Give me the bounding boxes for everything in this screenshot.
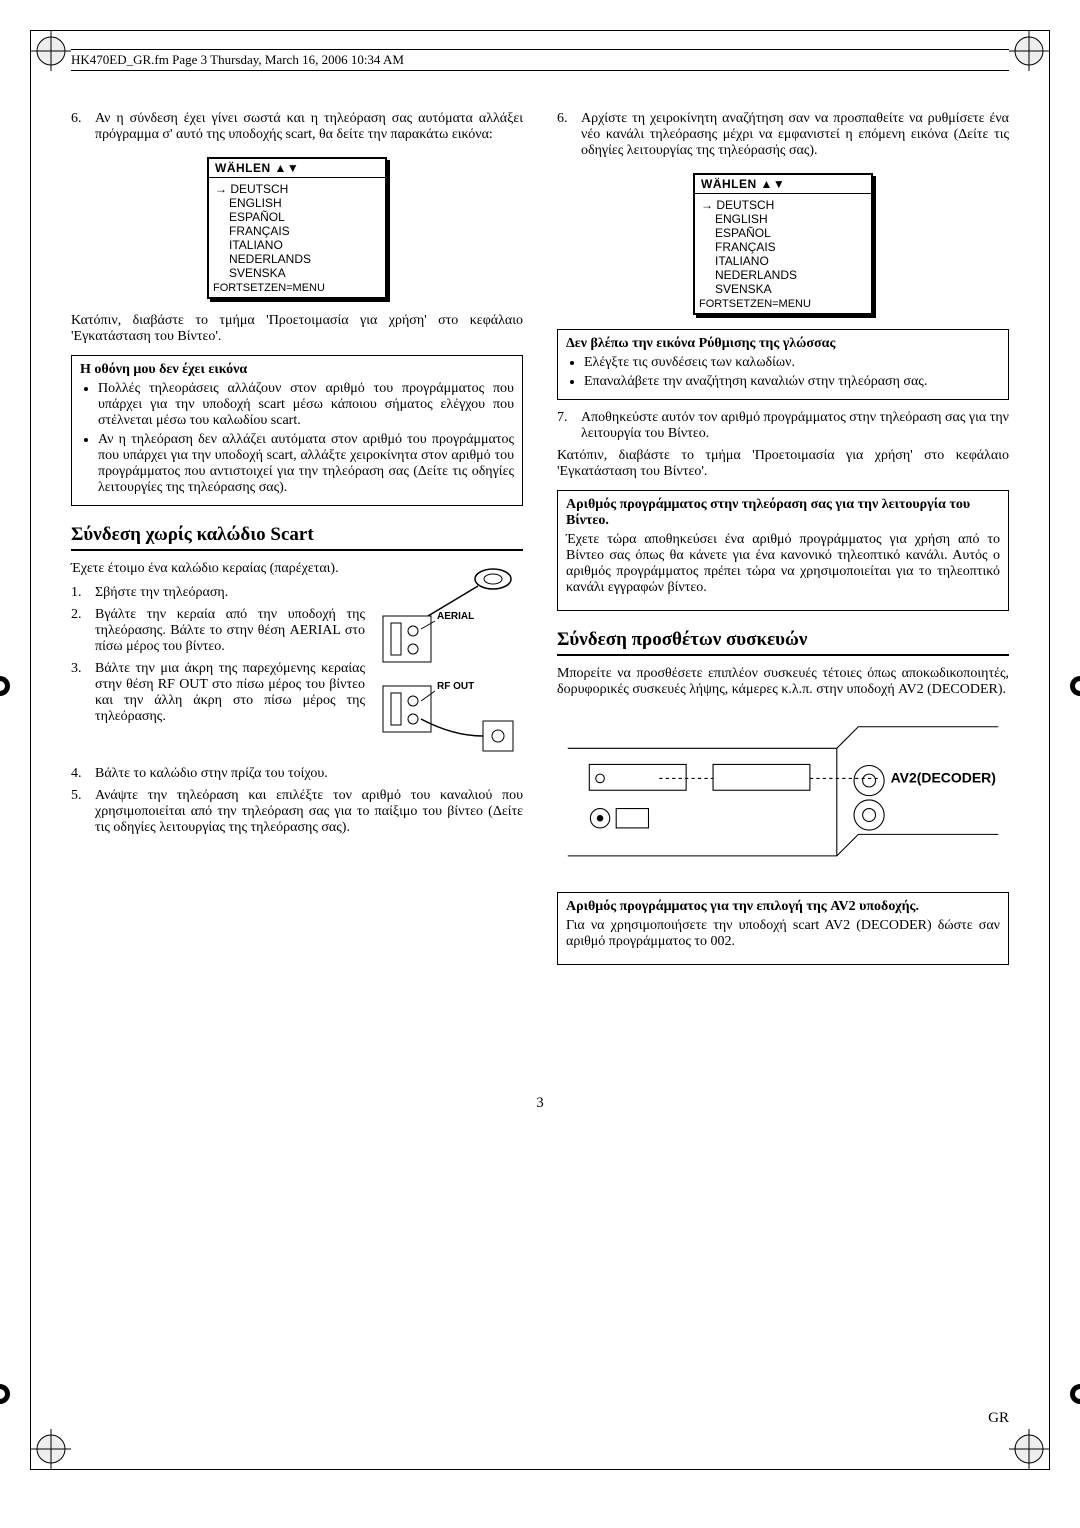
language-menu: WÄHLEN ▲▼ DEUTSCH ENGLISH ESPAÑOL FRANÇA… [207,157,387,299]
reg-mark [0,1379,15,1409]
left-column: 6. Αν η σύνδεση έχει γίνει σωστά και η τ… [71,111,523,975]
paragraph: Κατόπιν, διαβάστε το τμήμα 'Προετοιμασία… [71,313,523,345]
right-column: 6. Αρχίστε τη χειροκίνητη αναζήτηση σαν … [557,111,1009,975]
menu-option: ENGLISH [215,196,379,210]
item-number: 6. [71,111,95,143]
crop-mark [31,31,83,71]
info-box: Αριθμός προγράμματος στην τηλεόραση σας … [557,490,1009,611]
item-text: Αν η σύνδεση έχει γίνει σωστά και η τηλε… [95,111,523,143]
svg-text:AV2(DECODER): AV2(DECODER) [891,770,996,786]
section-heading: Σύνδεση προσθέτων συσκευών [557,629,1009,656]
list-item: 6. Αν η σύνδεση έχει γίνει σωστά και η τ… [71,111,523,143]
menu-footer: FORTSETZEN=MENU [209,282,385,297]
crop-mark [997,1429,1049,1469]
info-box: Η οθόνη μου δεν έχει εικόνα Πολλές τηλεο… [71,355,523,506]
reg-mark [1065,671,1080,701]
language-menu: WÄHLEN ▲▼ DEUTSCH ENGLISH ESPAÑOL FRANÇA… [693,173,873,315]
menu-option: NEDERLANDS [215,252,379,266]
menu-option: SVENSKA [215,266,379,280]
language-code: GR [988,1410,1009,1427]
list-item: 6. Αρχίστε τη χειροκίνητη αναζήτηση σαν … [557,111,1009,159]
menu-option: DEUTSCH [215,182,379,196]
menu-option: ITALIANO [215,238,379,252]
menu-option: ESPAÑOL [215,210,379,224]
page-number: 3 [71,1095,1009,1112]
paragraph: Κατόπιν, διαβάστε το τμήμα 'Προετοιμασία… [557,448,1009,480]
menu-header: WÄHLEN ▲▼ [209,159,385,178]
reg-mark [0,671,15,701]
menu-option: FRANÇAIS [215,224,379,238]
aerial-label: AERIAL [437,611,474,622]
paragraph: Μπορείτε να προσθέσετε επιπλέον συσκευές… [557,666,1009,698]
section-heading: Σύνδεση χωρίς καλώδιο Scart [71,524,523,551]
bullet: Πολλές τηλεοράσεις αλλάζουν στον αριθμό … [98,381,514,429]
info-box: Αριθμός προγράμματος για την επιλογή της… [557,892,1009,965]
page-frame: HK470ED_GR.fm Page 3 Thursday, March 16,… [30,30,1050,1470]
av2-diagram: AV2(DECODER) [557,716,1009,867]
connection-diagram: AERIAL RF OUT [373,561,523,766]
reg-mark [1065,1379,1080,1409]
crop-mark [997,31,1049,71]
crop-mark [31,1429,83,1469]
box-title: Η οθόνη μου δεν έχει εικόνα [80,362,514,378]
rfout-label: RF OUT [437,681,474,692]
paragraph: Έχετε έτοιμο ένα καλώδιο κεραίας (παρέχε… [71,561,365,577]
bullet: Αν η τηλεόραση δεν αλλάζει αυτόματα στον… [98,432,514,496]
page-header: HK470ED_GR.fm Page 3 Thursday, March 16,… [71,49,1009,71]
info-box: Δεν βλέπω την εικόνα Ρύθμισης της γλώσσα… [557,329,1009,400]
